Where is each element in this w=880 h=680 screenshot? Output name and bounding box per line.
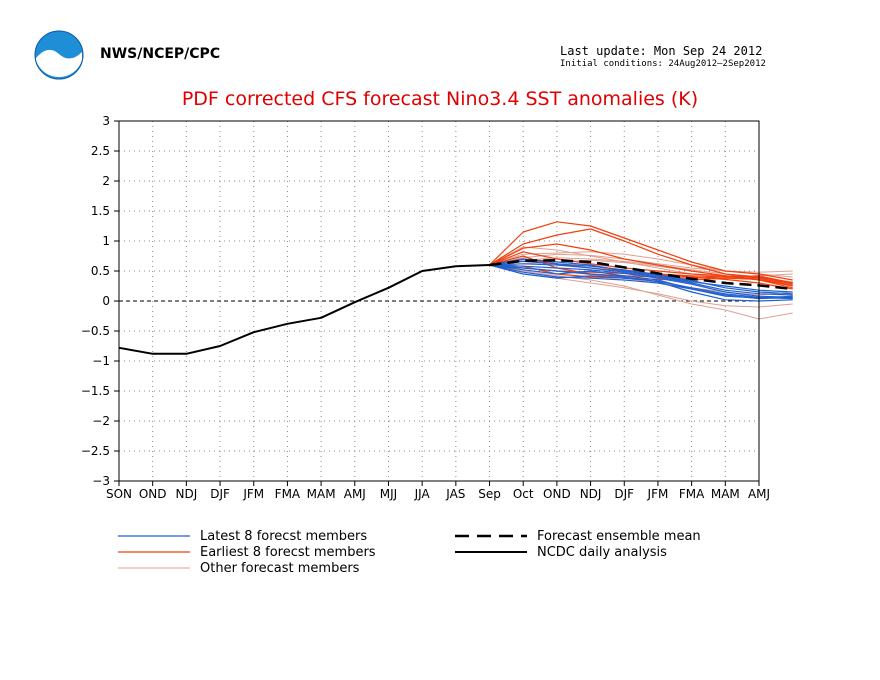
ncdc-analysis-line (118, 264, 490, 355)
y-tick-label: 1 (102, 234, 110, 248)
x-tick-label: NDJ (175, 487, 197, 501)
x-tick-label: JJA (414, 487, 431, 501)
x-tick-label: AMJ (344, 487, 366, 501)
y-tick-label: 0.5 (91, 264, 110, 278)
y-tick-label: −1 (92, 354, 110, 368)
x-tick-label: FMA (275, 487, 301, 501)
latest-member-line (489, 264, 793, 300)
earliest-member-line (489, 228, 793, 284)
latest-member-line (489, 260, 793, 295)
latest-member-line (489, 258, 793, 293)
x-tick-label: DJF (614, 487, 634, 501)
legend-label-mean: Forecast ensemble mean (537, 529, 701, 544)
ensemble-mean-line (489, 258, 793, 291)
y-tick-label: −2 (92, 414, 110, 428)
x-tick-label: SON (106, 487, 132, 501)
x-tick-label: OND (543, 487, 571, 501)
earliest-member-line (489, 221, 793, 281)
latest-member-line (489, 264, 793, 300)
last-update: Last update: Mon Sep 24 2012 (560, 44, 763, 58)
x-tick-label: Sep (478, 487, 501, 501)
grid (119, 121, 759, 481)
x-tick-label: Oct (513, 487, 534, 501)
y-tick-label: 1.5 (91, 204, 110, 218)
x-tick-label: MAM (307, 487, 336, 501)
y-tick-label: −1.5 (81, 384, 110, 398)
y-tick-label: 0 (102, 294, 110, 308)
noaa-logo (34, 30, 84, 80)
x-tick-label: JFM (242, 487, 264, 501)
chart-title: PDF corrected CFS forecast Nino3.4 SST a… (181, 88, 699, 110)
series (118, 221, 793, 355)
x-tick-label: AMJ (748, 487, 770, 501)
y-tick-label: −2.5 (81, 444, 110, 458)
legend-label-other: Other forecast members (200, 561, 360, 576)
latest-member-line (489, 263, 793, 296)
y-tick-label: 2.5 (91, 144, 110, 158)
latest-member-line (489, 264, 793, 298)
plot-frame (118, 120, 760, 482)
x-tick-label: MJJ (380, 487, 397, 501)
x-tick-label: NDJ (580, 487, 602, 501)
x-tick-label: JFM (647, 487, 669, 501)
legend-label-earliest: Earliest 8 forecst members (200, 545, 376, 560)
legend-label-analysis: NCDC daily analysis (537, 545, 667, 560)
x-tick-label: FMA (679, 487, 705, 501)
y-tick-label: −0.5 (81, 324, 110, 338)
x-tick-label: JAS (445, 487, 465, 501)
x-tick-label: OND (139, 487, 167, 501)
y-tick-label: 2 (102, 174, 110, 188)
initial-conditions: Initial conditions: 24Aug2012–2Sep2012 (560, 59, 766, 69)
legend: Latest 8 forecst members Forecast ensembl… (118, 529, 701, 576)
y-tick-label: 3 (102, 114, 110, 128)
legend-label-latest: Latest 8 forecst members (200, 529, 367, 544)
agency-label: NWS/NCEP/CPC (100, 46, 221, 62)
x-tick-label: DJF (210, 487, 230, 501)
x-tick-label: MAM (711, 487, 740, 501)
y-tick-label: −3 (92, 474, 110, 488)
